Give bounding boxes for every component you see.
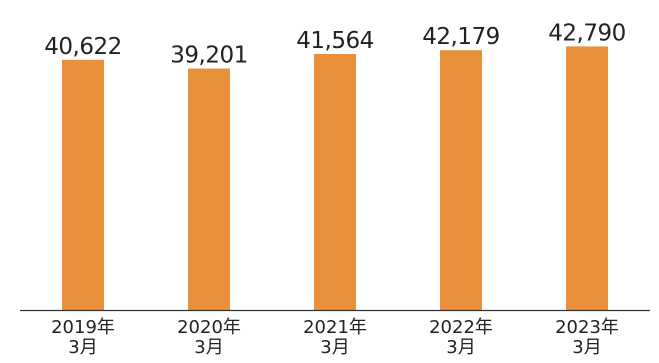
x-tick-label: 2021年	[303, 317, 367, 338]
x-tick-label: 3月	[320, 337, 349, 358]
bar	[62, 59, 104, 310]
x-tick-label: 2023年	[555, 317, 619, 338]
bar	[440, 50, 482, 310]
bar-value-label: 39,201	[170, 43, 247, 69]
x-tick-label: 2022年	[429, 317, 493, 338]
bar-value-label: 42,790	[548, 20, 625, 46]
bar	[188, 68, 230, 310]
bar-value-label: 40,622	[44, 34, 121, 60]
x-tick-label: 3月	[68, 337, 97, 358]
bar-value-label: 41,564	[296, 28, 373, 54]
x-tick-label: 3月	[446, 337, 475, 358]
value-labels-layer: 40,622 39,201 41,564 42,179 42,790	[44, 20, 626, 69]
bars-layer	[62, 46, 608, 310]
x-tick-label: 2020年	[177, 317, 241, 338]
bar	[566, 46, 608, 310]
x-tick-label: 3月	[194, 337, 223, 358]
x-tick-label: 3月	[572, 337, 601, 358]
x-tick-label: 2019年	[51, 317, 115, 338]
bar	[314, 53, 356, 310]
bar-value-label: 42,179	[422, 24, 499, 50]
